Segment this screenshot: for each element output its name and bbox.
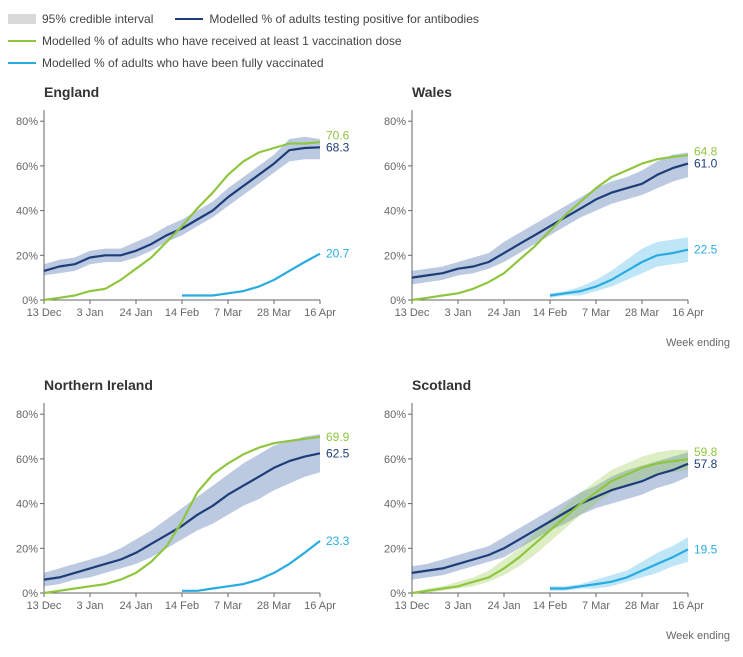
y-tick-label: 60% [16,454,38,466]
x-tick-label: 28 Mar [625,307,660,319]
chart-panel: England 0% 20% 40% 60% 80% 13 Dec 3 Jan 24 Jan 14… [8,80,368,349]
legend: 95% credible interval Modelled % of adul… [8,12,735,70]
dose1-end-label: 70.6 [326,128,350,142]
x-tick-label: 3 Jan [445,600,472,612]
x-tick-label: 14 Feb [533,307,567,319]
legend-item-antibodies: Modelled % of adults testing positive fo… [175,12,479,26]
panel-title: Wales [412,84,736,100]
x-tick-label: 3 Jan [77,307,104,319]
dose1-end-label: 69.9 [326,430,350,444]
y-tick-label: 60% [16,161,38,173]
y-tick-label: 80% [384,409,406,421]
antibodies-swatch [175,18,203,20]
x-axis-label: Week ending [376,630,736,642]
y-tick-label: 20% [16,250,38,262]
antibodies-end-label: 68.3 [326,140,350,154]
y-tick-label: 80% [16,116,38,128]
x-tick-label: 16 Apr [672,307,704,319]
panel-title: Scotland [412,377,736,393]
x-tick-label: 14 Feb [165,307,199,319]
full-end-label: 23.3 [326,534,350,548]
x-axis-label: Week ending [376,337,736,349]
y-tick-label: 60% [384,454,406,466]
legend-item-full: Modelled % of adults who have been fully… [8,56,735,70]
x-tick-label: 7 Mar [582,307,610,319]
x-tick-label: 13 Dec [27,307,62,319]
legend-item-ci: 95% credible interval [8,12,153,26]
y-tick-label: 80% [16,409,38,421]
x-tick-label: 13 Dec [27,600,62,612]
x-tick-label: 7 Mar [214,600,242,612]
panel-title: Northern Ireland [44,377,368,393]
dose1-swatch [8,40,36,42]
chart-panel: Wales 0% 20% 40% 60% 80% 13 Dec 3 Jan 24 Jan 14 F… [376,80,736,349]
x-tick-label: 28 Mar [257,600,292,612]
y-tick-label: 20% [16,543,38,555]
y-tick-label: 40% [384,499,406,511]
x-tick-label: 28 Mar [625,600,660,612]
x-tick-label: 16 Apr [304,600,336,612]
chart-svg: 0% 20% 40% 60% 80% 13 Dec 3 Jan 24 Jan 14 Feb 7 M… [8,395,368,625]
y-tick-label: 0% [390,588,406,600]
x-tick-label: 24 Jan [487,307,520,319]
antibodies-end-label: 61.0 [694,157,718,171]
chart-svg: 0% 20% 40% 60% 80% 13 Dec 3 Jan 24 Jan 14 Feb 7 M… [8,102,368,332]
x-tick-label: 3 Jan [77,600,104,612]
chart-panel: Northern Ireland 0% 20% 40% 60% 80% 13 Dec 3 Ja… [8,373,368,642]
legend-item-dose1: Modelled % of adults who have received a… [8,34,735,48]
x-tick-label: 16 Apr [304,307,336,319]
x-tick-label: 24 Jan [119,307,152,319]
x-tick-label: 24 Jan [119,600,152,612]
full-band [550,537,688,591]
antibodies-band [44,137,320,276]
y-tick-label: 60% [384,161,406,173]
y-tick-label: 0% [22,588,38,600]
y-tick-label: 40% [16,206,38,218]
x-tick-label: 3 Jan [445,307,472,319]
full-end-label: 19.5 [694,542,718,556]
x-tick-label: 7 Mar [214,307,242,319]
x-tick-label: 16 Apr [672,600,704,612]
full-end-label: 22.5 [694,243,718,257]
full-end-label: 20.7 [326,247,350,261]
y-tick-label: 20% [384,543,406,555]
legend-label: Modelled % of adults who have received a… [42,34,402,48]
chart-svg: 0% 20% 40% 60% 80% 13 Dec 3 Jan 24 Jan 14 Feb 7 M… [376,395,736,625]
x-tick-label: 14 Feb [533,600,567,612]
full-line [182,541,320,591]
legend-label: Modelled % of adults who have been fully… [42,56,324,70]
y-tick-label: 0% [390,295,406,307]
antibodies-end-label: 62.5 [326,446,350,460]
ci-swatch [8,14,36,24]
x-tick-label: 14 Feb [165,600,199,612]
full-line [182,254,320,296]
y-tick-label: 0% [22,295,38,307]
antibodies-end-label: 57.8 [694,457,718,471]
panel-title: England [44,84,368,100]
legend-label: Modelled % of adults testing positive fo… [209,12,479,26]
full-swatch [8,62,36,64]
x-tick-label: 24 Jan [487,600,520,612]
x-tick-label: 7 Mar [582,600,610,612]
dose1-end-label: 64.8 [694,145,718,159]
chart-panel: Scotland 0% 20% 40% 60% 80% 13 Dec 3 Jan 24 Jan 1… [376,373,736,642]
y-tick-label: 40% [16,499,38,511]
full-band [550,237,688,297]
antibodies-band [44,434,320,586]
x-tick-label: 28 Mar [257,307,292,319]
y-tick-label: 40% [384,206,406,218]
x-tick-label: 13 Dec [395,600,430,612]
legend-label: 95% credible interval [42,12,153,26]
y-tick-label: 80% [384,116,406,128]
x-tick-label: 13 Dec [395,307,430,319]
y-tick-label: 20% [384,250,406,262]
chart-svg: 0% 20% 40% 60% 80% 13 Dec 3 Jan 24 Jan 14 Feb 7 M… [376,102,736,332]
dose1-end-label: 59.8 [694,445,718,459]
chart-grid: England 0% 20% 40% 60% 80% 13 Dec 3 Jan 24 Jan 14… [8,80,735,642]
